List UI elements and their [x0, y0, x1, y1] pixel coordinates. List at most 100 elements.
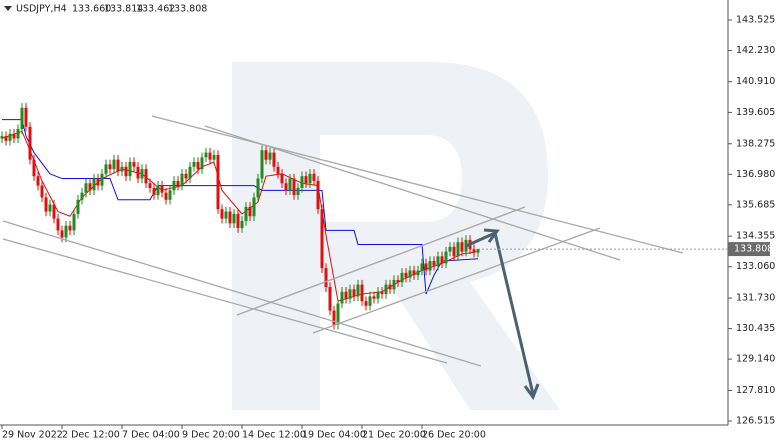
candle-body: [156, 185, 160, 196]
candle-body: [8, 133, 12, 141]
trend-line: [2, 238, 448, 364]
candle-body: [240, 220, 244, 229]
candle-body: [204, 152, 208, 158]
candle-body: [260, 150, 264, 179]
candle-body: [420, 263, 424, 271]
candle-body: [116, 159, 120, 172]
candle-body: [24, 107, 28, 127]
candle-body: [188, 166, 192, 179]
y-tick-label: 126.515: [736, 415, 775, 426]
x-tick-label: 21 Dec 20:00: [362, 430, 426, 441]
candle-body: [308, 173, 312, 184]
candle-body: [72, 213, 76, 231]
candle-body: [104, 164, 108, 174]
candle-body: [216, 154, 220, 210]
candle-body: [360, 284, 364, 302]
candle-body: [372, 296, 376, 299]
y-tick-label: 127.810: [736, 385, 775, 396]
candle-body: [232, 213, 236, 224]
candle-body: [292, 178, 296, 196]
candle-body: [320, 209, 324, 269]
y-tick-label: 134.355: [736, 231, 775, 242]
candle-body: [408, 270, 412, 278]
candle-body: [452, 246, 456, 257]
candle-body: [436, 256, 440, 266]
candle-body: [112, 159, 116, 170]
candle-body: [440, 256, 444, 264]
candle-body: [432, 261, 436, 266]
candle-body: [52, 204, 56, 219]
candle-body: [404, 272, 408, 278]
candle-body: [316, 180, 320, 210]
trend-lines: [2, 115, 684, 367]
candle-body: [412, 270, 416, 276]
candle-body: [312, 173, 316, 181]
candle-body: [280, 173, 284, 184]
candle-body: [220, 209, 224, 219]
candle-body: [88, 183, 92, 191]
candle-body: [152, 187, 156, 196]
last-price-label: 133.808: [734, 244, 773, 255]
x-tick-label: 26 Dec 20:00: [422, 430, 486, 441]
candle-body: [384, 284, 388, 295]
candle-body: [272, 152, 276, 167]
y-tick-label: 140.910: [736, 76, 775, 87]
candle-body: [124, 166, 128, 177]
candle-body: [424, 263, 428, 271]
candle-body: [140, 169, 144, 179]
symbol: USDJPY,H4: [16, 4, 67, 15]
arrow-head: [483, 228, 500, 243]
candle-body: [248, 206, 252, 217]
candle-body: [148, 183, 152, 188]
candle-body: [60, 230, 64, 238]
ohlc-close: 133.808: [168, 4, 207, 15]
candle-body: [264, 150, 268, 160]
trend-line: [312, 227, 601, 334]
candle-body: [236, 213, 240, 229]
candle-body: [332, 310, 336, 325]
y-tick-label: 136.980: [736, 169, 775, 180]
candle-body: [448, 246, 452, 252]
candle-body: [120, 166, 124, 172]
candle-body: [348, 289, 352, 299]
candle-body: [476, 249, 480, 253]
trend-line: [236, 206, 526, 316]
candle-body: [144, 169, 148, 184]
candle-body: [252, 197, 256, 217]
candle-body: [4, 136, 8, 141]
y-tick-label: 138.275: [736, 138, 775, 149]
candle-body: [368, 296, 372, 306]
candle-body: [64, 225, 68, 238]
candle-body: [100, 173, 104, 186]
candle-body: [12, 133, 16, 139]
candle-body: [268, 152, 272, 160]
candle-body: [416, 270, 420, 276]
candle-body: [168, 190, 172, 200]
trend-line: [2, 220, 482, 367]
x-tick-label: 9 Dec 20:00: [182, 430, 240, 441]
candle-body: [456, 242, 460, 257]
candle-body: [400, 272, 404, 283]
y-tick-label: 142.230: [736, 45, 775, 56]
menu-icon: [4, 6, 12, 11]
candle-body: [40, 185, 44, 198]
candle-body: [388, 284, 392, 290]
candle-body: [380, 291, 384, 295]
candle-body: [132, 162, 136, 167]
candle-body: [32, 159, 36, 177]
candle-body: [184, 173, 188, 179]
trend-line: [204, 125, 621, 261]
candle-body: [336, 303, 340, 325]
candle-body: [288, 178, 292, 191]
candle-body: [256, 178, 260, 198]
candle-body: [396, 279, 400, 283]
x-tick-label: 7 Dec 04:00: [122, 430, 180, 441]
y-tick-label: 130.435: [736, 323, 775, 334]
candle-body: [228, 211, 232, 224]
x-tick-label: 2 Dec 12:00: [62, 430, 120, 441]
candle-body: [48, 204, 52, 212]
y-tick-label: 143.525: [736, 15, 775, 26]
candle-body: [172, 180, 176, 191]
candle-body: [192, 162, 196, 167]
